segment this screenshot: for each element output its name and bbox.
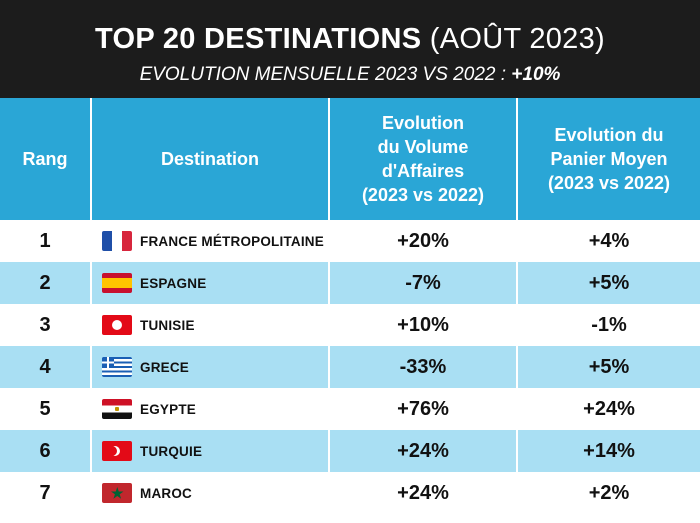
destination-name: MAROC [140, 485, 192, 501]
column-header-volume: Evolution du Volume d'Affaires (2023 vs … [330, 98, 518, 220]
destination-cell: ESPAGNE [92, 262, 330, 304]
volume-header-line: du Volume [377, 137, 469, 157]
basket-cell: +2% [588, 481, 630, 504]
table-row: 4 GRECE -33% +5% [0, 346, 700, 388]
table-row: 3 TUNISIE +10% -1% [0, 304, 700, 346]
page-title: TOP 20 DESTINATIONS (AOÛT 2023) [0, 22, 700, 56]
volume-header-line: Evolution [381, 113, 464, 133]
volume-cell: +20% [330, 220, 518, 262]
rank-cell: 2 [0, 262, 92, 304]
rank-cell: 1 [0, 220, 92, 262]
rank-cell: 3 [0, 304, 92, 346]
volume-header-line: (2023 vs 2022) [361, 185, 485, 205]
destination-cell: TUNISIE [92, 304, 330, 346]
turkey-flag-icon [102, 441, 132, 461]
destination-name: EGYPTE [140, 401, 196, 417]
destination-cell: TURQUIE [92, 430, 330, 472]
subtitle-value: +10% [511, 64, 561, 85]
destination-name: FRANCE MÉTROPOLITAINE [140, 233, 324, 249]
volume-cell: +24% [330, 472, 518, 514]
france-flag-icon [102, 231, 132, 251]
title-bold: TOP 20 DESTINATIONS [95, 23, 422, 55]
volume-cell: +76% [330, 388, 518, 430]
destination-name: TUNISIE [140, 317, 195, 333]
table-row: 5 EGYPTE +76% +24% [0, 388, 700, 430]
destination-name: ESPAGNE [140, 275, 207, 291]
table-row: 2 ESPAGNE -7% +5% [0, 262, 700, 304]
table-row: 7 MAROC +24% +2% [0, 472, 700, 514]
destination-name: GRECE [140, 359, 190, 375]
subtitle-text: EVOLUTION MENSUELLE 2023 VS 2022 : [139, 64, 507, 85]
rank-cell: 7 [0, 472, 92, 514]
destination-cell: GRECE [92, 346, 330, 388]
basket-cell: +24% [583, 397, 635, 420]
volume-cell: +24% [330, 430, 518, 472]
basket-header-line: Evolution du [554, 125, 664, 145]
page-subtitle: EVOLUTION MENSUELLE 2023 VS 2022 : +10% [0, 63, 700, 87]
destination-name: TURQUIE [140, 443, 203, 459]
destination-cell: FRANCE MÉTROPOLITAINE [92, 220, 330, 262]
column-header-basket: Evolution du Panier Moyen (2023 vs 2022) [518, 98, 700, 220]
volume-cell: -7% [330, 262, 518, 304]
destinations-table: Rang Destination Evolution du Volume d'A… [0, 98, 700, 514]
destination-cell: EGYPTE [92, 388, 330, 430]
destination-cell: MAROC [92, 472, 330, 514]
morocco-flag-icon [102, 483, 132, 503]
basket-cell: +4% [588, 229, 630, 252]
basket-cell: -1% [591, 313, 627, 336]
table-header-row: Rang Destination Evolution du Volume d'A… [0, 98, 700, 220]
egypt-flag-icon [102, 399, 132, 419]
column-header-destination: Destination [92, 98, 330, 220]
column-header-rank: Rang [0, 98, 92, 220]
basket-header-line: Panier Moyen [550, 149, 668, 169]
volume-header-line: d'Affaires [381, 161, 465, 181]
volume-cell: +10% [330, 304, 518, 346]
tunisia-flag-icon [102, 315, 132, 335]
rank-cell: 4 [0, 346, 92, 388]
basket-cell: +5% [588, 271, 630, 294]
rank-cell: 5 [0, 388, 92, 430]
spain-flag-icon [102, 273, 132, 293]
basket-cell: +14% [583, 439, 635, 462]
table-row: 1 FRANCE MÉTROPOLITAINE +20% +4% [0, 220, 700, 262]
title-period: (AOÛT 2023) [429, 23, 605, 55]
page-header: TOP 20 DESTINATIONS (AOÛT 2023) EVOLUTIO… [0, 0, 700, 98]
volume-cell: -33% [330, 346, 518, 388]
table-row: 6 TURQUIE +24% +14% [0, 430, 700, 472]
rank-cell: 6 [0, 430, 92, 472]
greece-flag-icon [102, 357, 132, 377]
basket-cell: +5% [588, 355, 630, 378]
basket-header-line: (2023 vs 2022) [547, 173, 671, 193]
